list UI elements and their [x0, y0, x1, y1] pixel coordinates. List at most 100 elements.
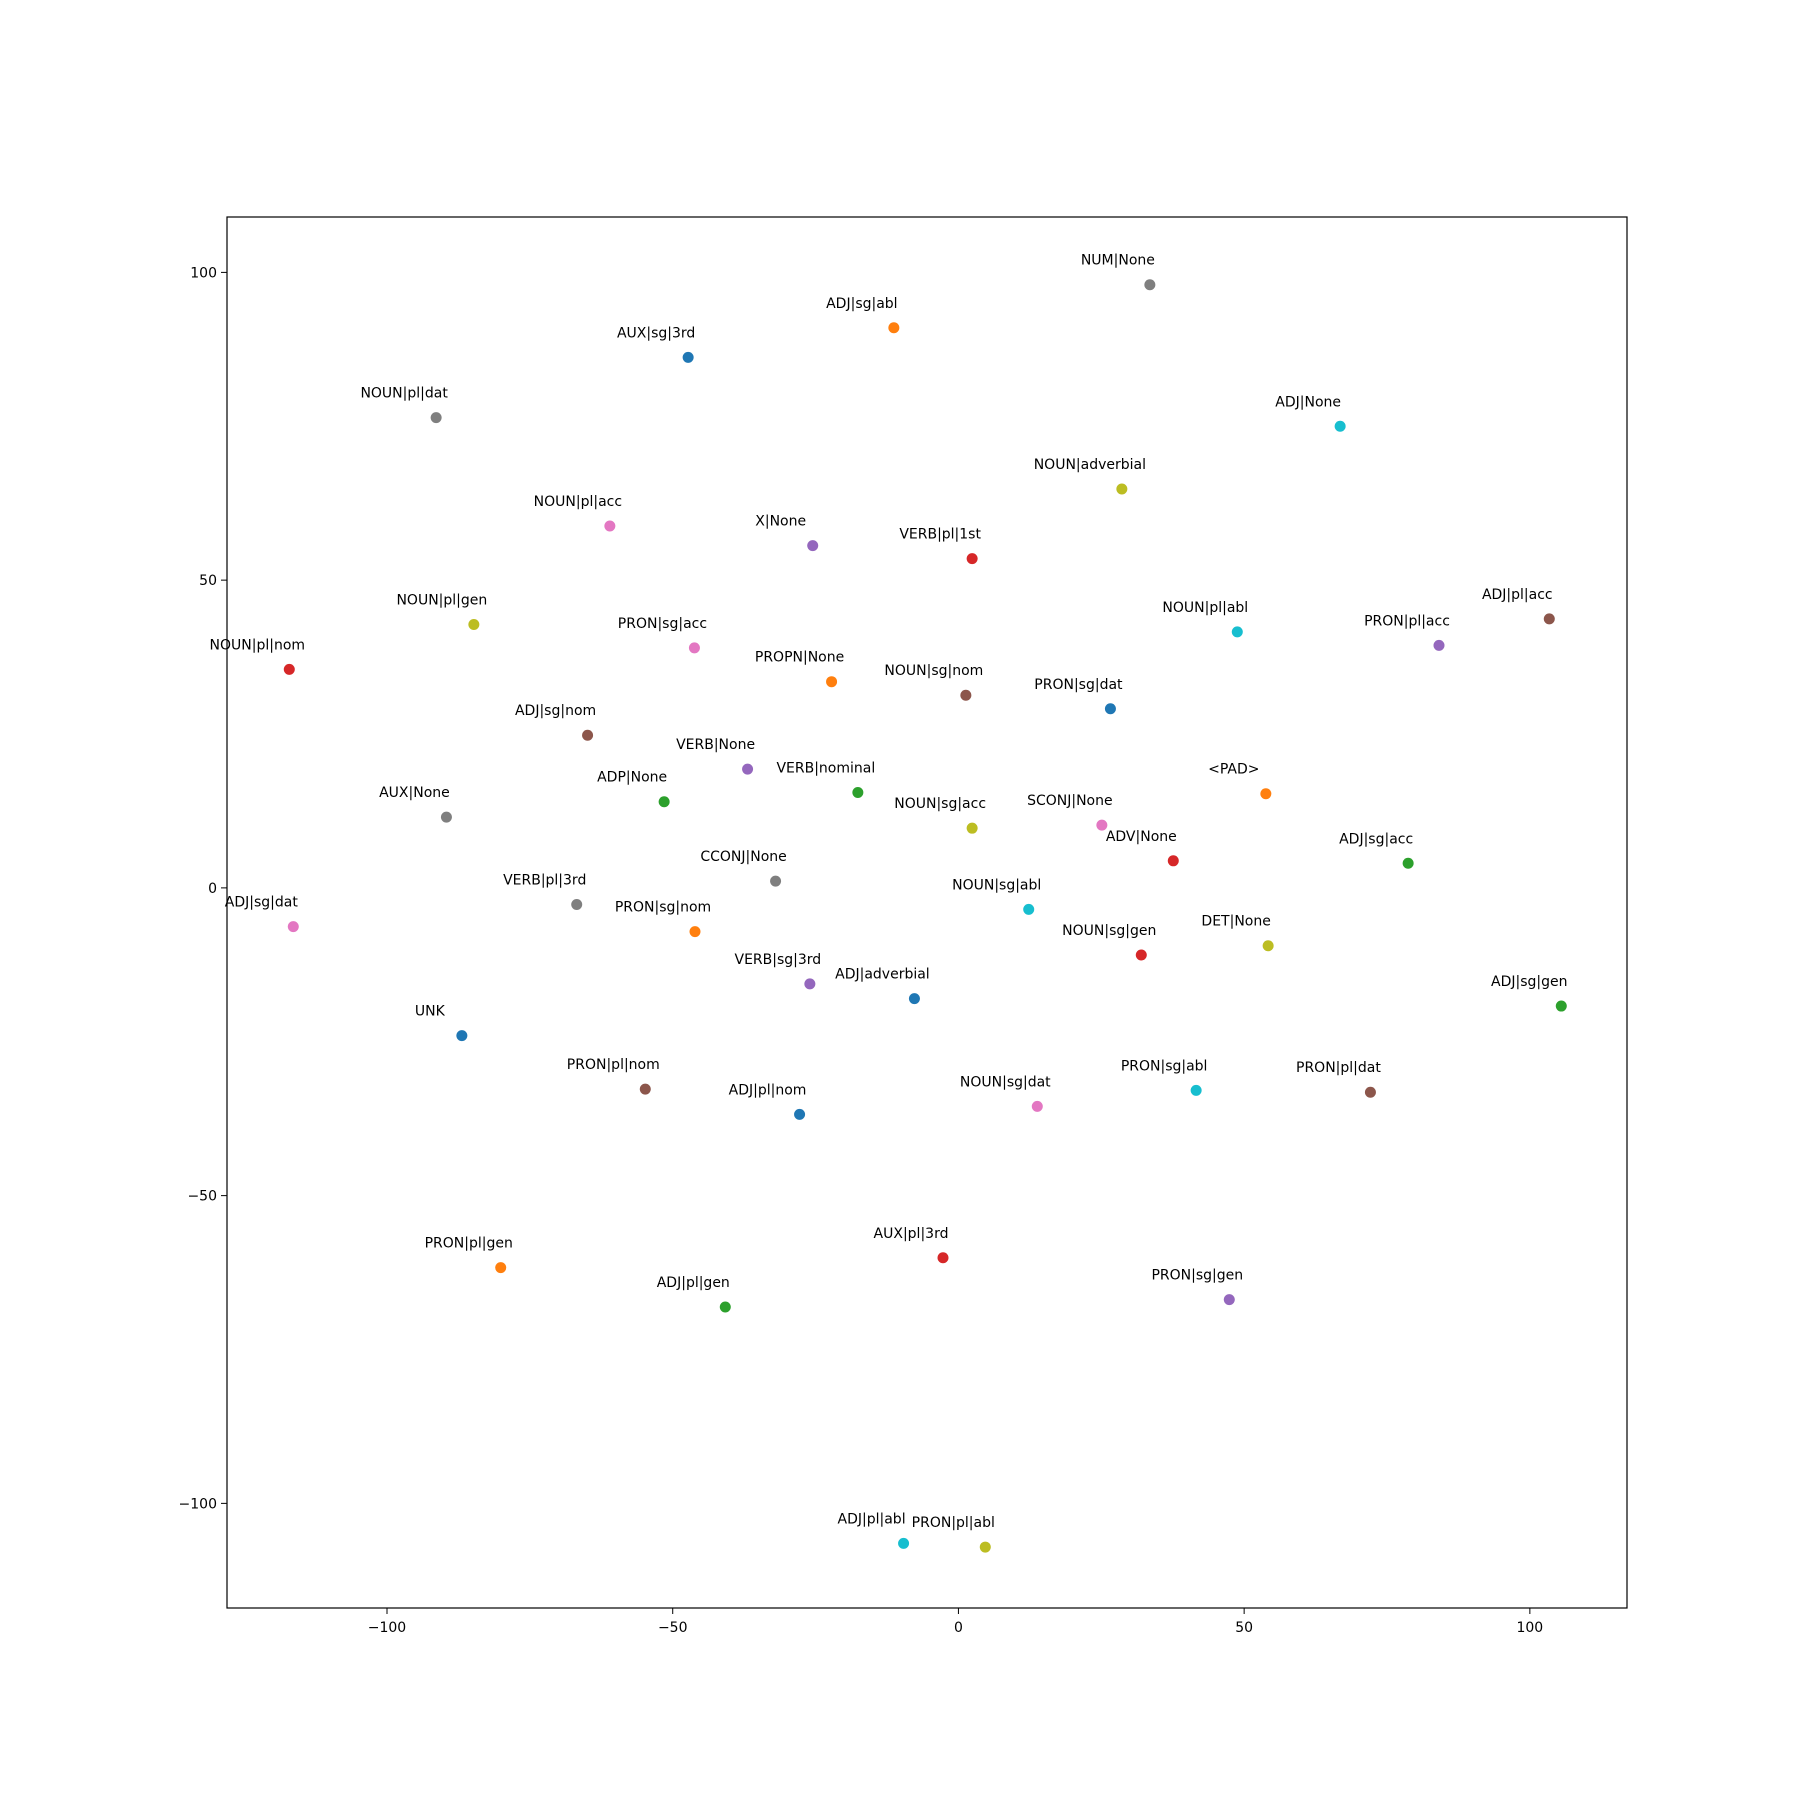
point-label: PRON|sg|acc [618, 616, 707, 632]
x-tick-label: 100 [1516, 1620, 1543, 1636]
x-tick-label: 0 [954, 1620, 963, 1636]
points-layer [283, 279, 1567, 1553]
point-label: <PAD> [1208, 762, 1259, 778]
scatter-point [794, 1108, 806, 1120]
scatter-point [495, 1262, 507, 1274]
scatter-point [1231, 626, 1243, 638]
point-label: NOUN|pl|abl [1162, 600, 1248, 616]
scatter-point [1555, 1000, 1567, 1012]
scatter-point [966, 553, 978, 565]
scatter-point [604, 520, 616, 532]
point-label: PRON|sg|abl [1121, 1058, 1208, 1074]
scatter-point [1433, 639, 1445, 651]
y-axis: 100 50 0 −50 −100 [179, 265, 227, 1512]
scatter-point [826, 676, 838, 688]
point-label: PRON|pl|gen [425, 1236, 513, 1252]
scatter-point [898, 1537, 910, 1549]
point-label: AUX|sg|3rd [617, 325, 695, 341]
x-tick-label: 50 [1235, 1620, 1253, 1636]
scatter-point [1543, 613, 1555, 625]
point-label: DET|None [1201, 914, 1270, 930]
point-label: ADJ|adverbial [835, 967, 930, 983]
x-tick-label: −100 [368, 1620, 406, 1636]
point-label: PRON|pl|acc [1364, 613, 1450, 629]
point-label: NOUN|pl|dat [360, 386, 448, 402]
y-tick-label: −100 [179, 1496, 217, 1512]
point-label: PROPN|None [755, 650, 844, 666]
scatter-point [960, 689, 972, 701]
point-label: ADV|None [1106, 829, 1177, 845]
point-label: ADP|None [597, 770, 667, 786]
point-label: PRON|sg|dat [1034, 677, 1123, 693]
point-label: NUM|None [1081, 253, 1155, 269]
point-label: VERB|sg|3rd [735, 952, 822, 968]
point-label: PRON|sg|gen [1151, 1268, 1243, 1284]
scatter-point [688, 642, 700, 654]
x-axis: −100 −50 0 50 100 [368, 1608, 1543, 1636]
labels-layer: NUM|None ADJ|sg|abl AUX|sg|3rd NOUN|pl|dat A… [210, 253, 1568, 1531]
point-label: NOUN|sg|gen [1062, 923, 1156, 939]
scatter-point [1135, 949, 1147, 961]
point-label: NOUN|pl|gen [396, 592, 487, 608]
scatter-point [1260, 788, 1272, 800]
scatter-point [456, 1030, 468, 1042]
point-label: X|None [755, 514, 806, 530]
scatter-point [1031, 1100, 1043, 1112]
point-label: ADJ|sg|nom [515, 703, 596, 719]
point-label: VERB|nominal [776, 760, 875, 776]
scatter-point [287, 921, 299, 933]
scatter-point [430, 412, 442, 424]
y-tick-label: 50 [199, 573, 217, 589]
scatter-point [804, 978, 816, 990]
scatter-point [1144, 279, 1156, 291]
scatter-point [1096, 819, 1108, 831]
scatter-point [770, 875, 782, 887]
point-label: ADJ|pl|nom [729, 1082, 807, 1098]
point-label: NOUN|sg|dat [960, 1074, 1051, 1090]
scatter-point [979, 1541, 991, 1553]
point-label: PRON|pl|dat [1296, 1060, 1381, 1076]
plot-frame [226, 216, 1628, 1609]
scatter-point [1023, 903, 1035, 915]
point-label: VERB|pl|3rd [503, 872, 586, 888]
scatter-point [937, 1252, 949, 1264]
point-label: CCONJ|None [700, 849, 786, 865]
scatter-point [639, 1083, 651, 1095]
scatter-point [1334, 420, 1346, 432]
point-label: ADJ|pl|acc [1482, 587, 1553, 603]
scatter-point [1262, 940, 1274, 952]
scatter-point [658, 796, 670, 808]
scatter-point [1223, 1294, 1235, 1306]
x-tick-label: −50 [658, 1620, 688, 1636]
scatter-point [908, 993, 920, 1005]
point-label: NOUN|sg|nom [884, 663, 983, 679]
scatter-point [1167, 855, 1179, 867]
point-label: PRON|sg|nom [615, 900, 711, 916]
point-label: NOUN|pl|nom [210, 637, 306, 653]
scatter-point [1364, 1086, 1376, 1098]
scatter-point [888, 322, 900, 334]
point-label: VERB|pl|1st [899, 527, 981, 543]
scatter-point [1104, 703, 1116, 715]
point-label: SCONJ|None [1027, 793, 1113, 809]
scatter-point [807, 540, 819, 552]
point-label: ADJ|pl|gen [657, 1275, 730, 1291]
scatter-point [1116, 483, 1128, 495]
scatter-point [440, 811, 452, 823]
point-label: ADJ|sg|gen [1491, 974, 1567, 990]
scatter-point [719, 1301, 731, 1313]
point-label: PRON|pl|abl [912, 1515, 995, 1531]
scatter-point [1190, 1084, 1202, 1096]
point-label: UNK [415, 1004, 446, 1020]
point-label: ADJ|pl|abl [838, 1511, 906, 1527]
scatter-point [468, 618, 480, 630]
point-label: ADJ|None [1275, 394, 1341, 410]
point-label: ADJ|sg|acc [1339, 831, 1413, 847]
point-label: ADJ|sg|dat [225, 895, 299, 911]
scatter-point [689, 926, 701, 938]
scatter-point [852, 786, 864, 798]
scatter-point [682, 351, 694, 363]
scatter-point [283, 663, 295, 675]
y-tick-label: 100 [190, 265, 217, 281]
